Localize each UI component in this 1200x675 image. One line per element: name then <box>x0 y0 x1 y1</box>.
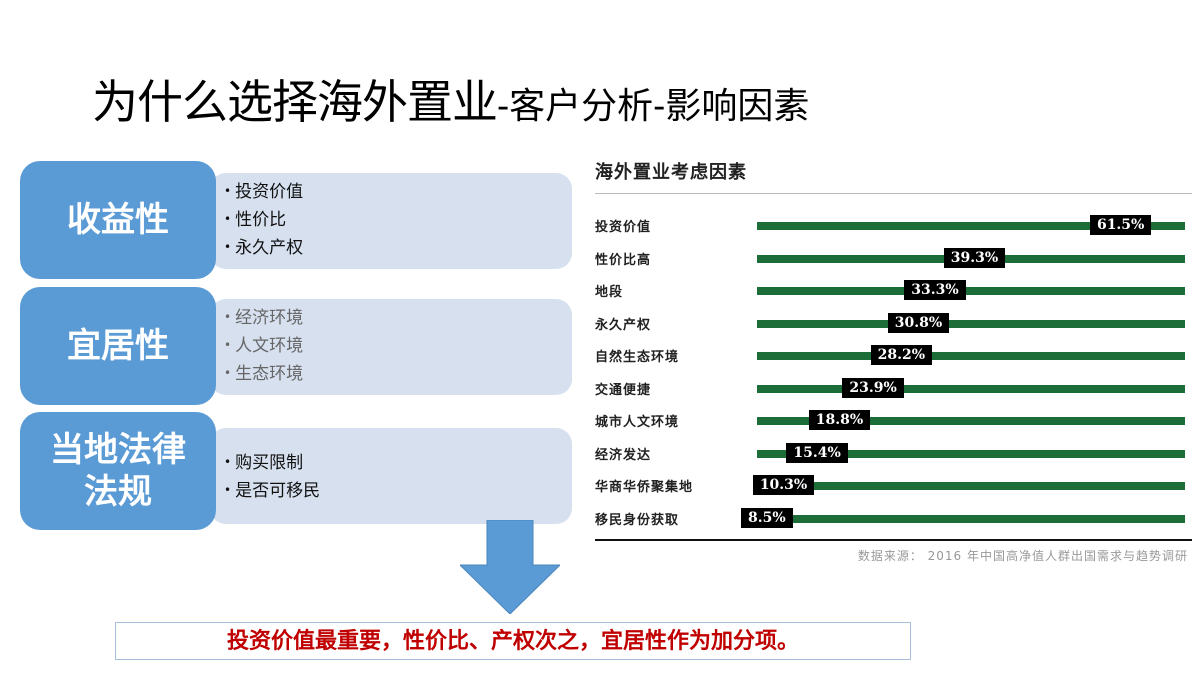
chart-row: 地段 33.3% <box>595 275 1192 305</box>
chart-category-label: 经济发达 <box>595 447 652 463</box>
chart-value-label: 23.9% <box>842 377 904 398</box>
chart-category-label: 交通便捷 <box>595 382 652 398</box>
chart-category-label: 投资价值 <box>595 220 652 235</box>
chart-value-label: 18.8% <box>808 410 871 430</box>
factor-item: 永久产权 <box>224 235 303 263</box>
chart-row: 交通便捷 23.9% <box>595 373 1192 403</box>
factor-item: 投资价值 <box>224 179 303 207</box>
factor-item: 性价比 <box>224 207 303 235</box>
chart-value-label: 33.3% <box>904 280 966 300</box>
chart-category-label: 自然生态环境 <box>595 350 680 365</box>
chart-bar <box>757 319 1185 328</box>
chart-title: 海外置业考虑因素 <box>595 162 747 183</box>
factor-category-label-line1: 当地法律 <box>50 430 186 470</box>
chart-bar <box>757 352 1185 360</box>
factor-item: 人文环境 <box>224 333 303 361</box>
chart-row: 自然生态环境 28.2% <box>595 340 1192 370</box>
chart-bar <box>757 222 1185 230</box>
factor-list: 经济环境 人文环境 生态环境 <box>224 305 303 389</box>
chart-category-label: 城市人文环境 <box>595 415 680 430</box>
chart-value-label: 15.4% <box>786 442 848 463</box>
chart-row: 投资价值 61.5% <box>595 210 1192 240</box>
factor-item: 生态环境 <box>224 361 303 389</box>
chart-bar <box>757 449 1185 458</box>
factor-category: 当地法律 法规 <box>20 412 216 530</box>
chart-category-label: 华商华侨聚集地 <box>595 480 694 495</box>
chart-row: 华商华侨聚集地 10.3% <box>595 470 1192 500</box>
chart-divider-top <box>595 193 1192 194</box>
chart-value-label: 39.3% <box>943 247 1006 268</box>
chart-bar <box>757 482 1185 490</box>
chart-bar <box>757 287 1185 295</box>
conclusion-box: 投资价值最重要，性价比、产权次之，宜居性作为加分项。 <box>115 622 911 660</box>
factor-item: 经济环境 <box>224 305 303 333</box>
chart-bar <box>757 384 1185 393</box>
factor-list: 投资价值 性价比 永久产权 <box>224 179 303 263</box>
chart-divider-bottom <box>595 539 1192 541</box>
factor-category: 宜居性 <box>20 287 216 405</box>
chart-category-label: 性价比高 <box>595 252 652 268</box>
chart-source-note: 数据来源： 2016 年中国高净值人群出国需求与趋势调研 <box>857 549 1188 563</box>
chart-value-label: 10.3% <box>752 475 815 495</box>
chart-row: 城市人文环境 18.8% <box>595 405 1192 435</box>
chart-row: 移民身份获取 8.5% <box>595 503 1192 533</box>
chart-row: 永久产权 30.8% <box>595 308 1192 338</box>
factor-category-label-line2: 法规 <box>84 472 152 512</box>
chart-row: 经济发达 15.4% <box>595 438 1192 468</box>
factor-group-local-law: 当地法律 法规 购买限制 是否可移民 <box>20 412 572 530</box>
chart-value-label: 61.5% <box>1089 215 1152 235</box>
chart-category-label: 地段 <box>595 285 624 300</box>
factor-category-label: 宜居性 <box>67 326 169 366</box>
factor-category-label: 收益性 <box>67 200 169 240</box>
arrow-down-icon <box>460 520 560 614</box>
factor-group-livability: 宜居性 经济环境 人文环境 生态环境 <box>20 287 572 405</box>
factor-list: 购买限制 是否可移民 <box>224 450 320 506</box>
chart-bar <box>757 417 1185 425</box>
factor-category: 收益性 <box>20 161 216 279</box>
chart-row: 性价比高 39.3% <box>595 243 1192 273</box>
chart-bar <box>757 514 1185 523</box>
factor-item: 购买限制 <box>224 450 320 478</box>
factor-group-returns: 收益性 投资价值 性价比 永久产权 <box>20 161 572 279</box>
slide-title: 为什么选择海外置业-客户分析-影响因素 <box>92 70 809 134</box>
chart-value-label: 28.2% <box>870 345 933 365</box>
slide-title-main: 为什么选择海外置业 <box>92 75 498 129</box>
slide-title-sub: -客户分析-影响因素 <box>497 86 810 127</box>
chart-category-label: 移民身份获取 <box>595 512 680 528</box>
chart-value-label: 8.5% <box>740 507 793 528</box>
factor-item: 是否可移民 <box>224 478 320 506</box>
chart-value-label: 30.8% <box>887 312 950 333</box>
chart-category-label: 永久产权 <box>595 317 652 333</box>
